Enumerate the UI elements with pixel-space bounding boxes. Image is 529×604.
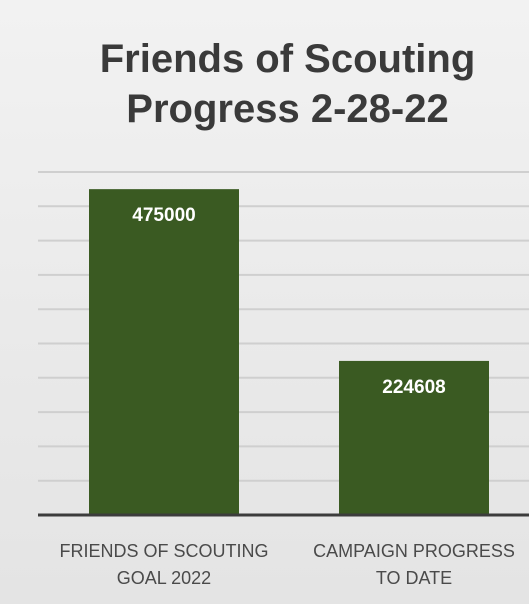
data-label-0: 475000	[132, 205, 195, 226]
chart-title: Friends of Scouting Progress 2-28-22	[0, 34, 529, 134]
category-label-goal: FRIENDS OF SCOUTING GOAL 2022	[34, 538, 294, 592]
category-label-progress-line-2: TO DATE	[375, 568, 453, 588]
category-label-goal-line-2: GOAL 2022	[116, 568, 212, 588]
bars: 475000 224608	[89, 189, 489, 515]
chart-title-line-2: Progress 2-28-22	[126, 87, 449, 131]
chart-title-line-1: Friends of Scouting	[99, 37, 476, 81]
bar-1	[339, 360, 489, 515]
category-label-goal-line-1: FRIENDS OF SCOUTING	[59, 541, 269, 561]
category-label-progress-line-1: CAMPAIGN PROGRESS	[313, 541, 515, 561]
category-label-progress: CAMPAIGN PROGRESS TO DATE	[284, 538, 529, 592]
data-label-1: 224608	[382, 377, 445, 398]
bar-0	[89, 189, 239, 515]
